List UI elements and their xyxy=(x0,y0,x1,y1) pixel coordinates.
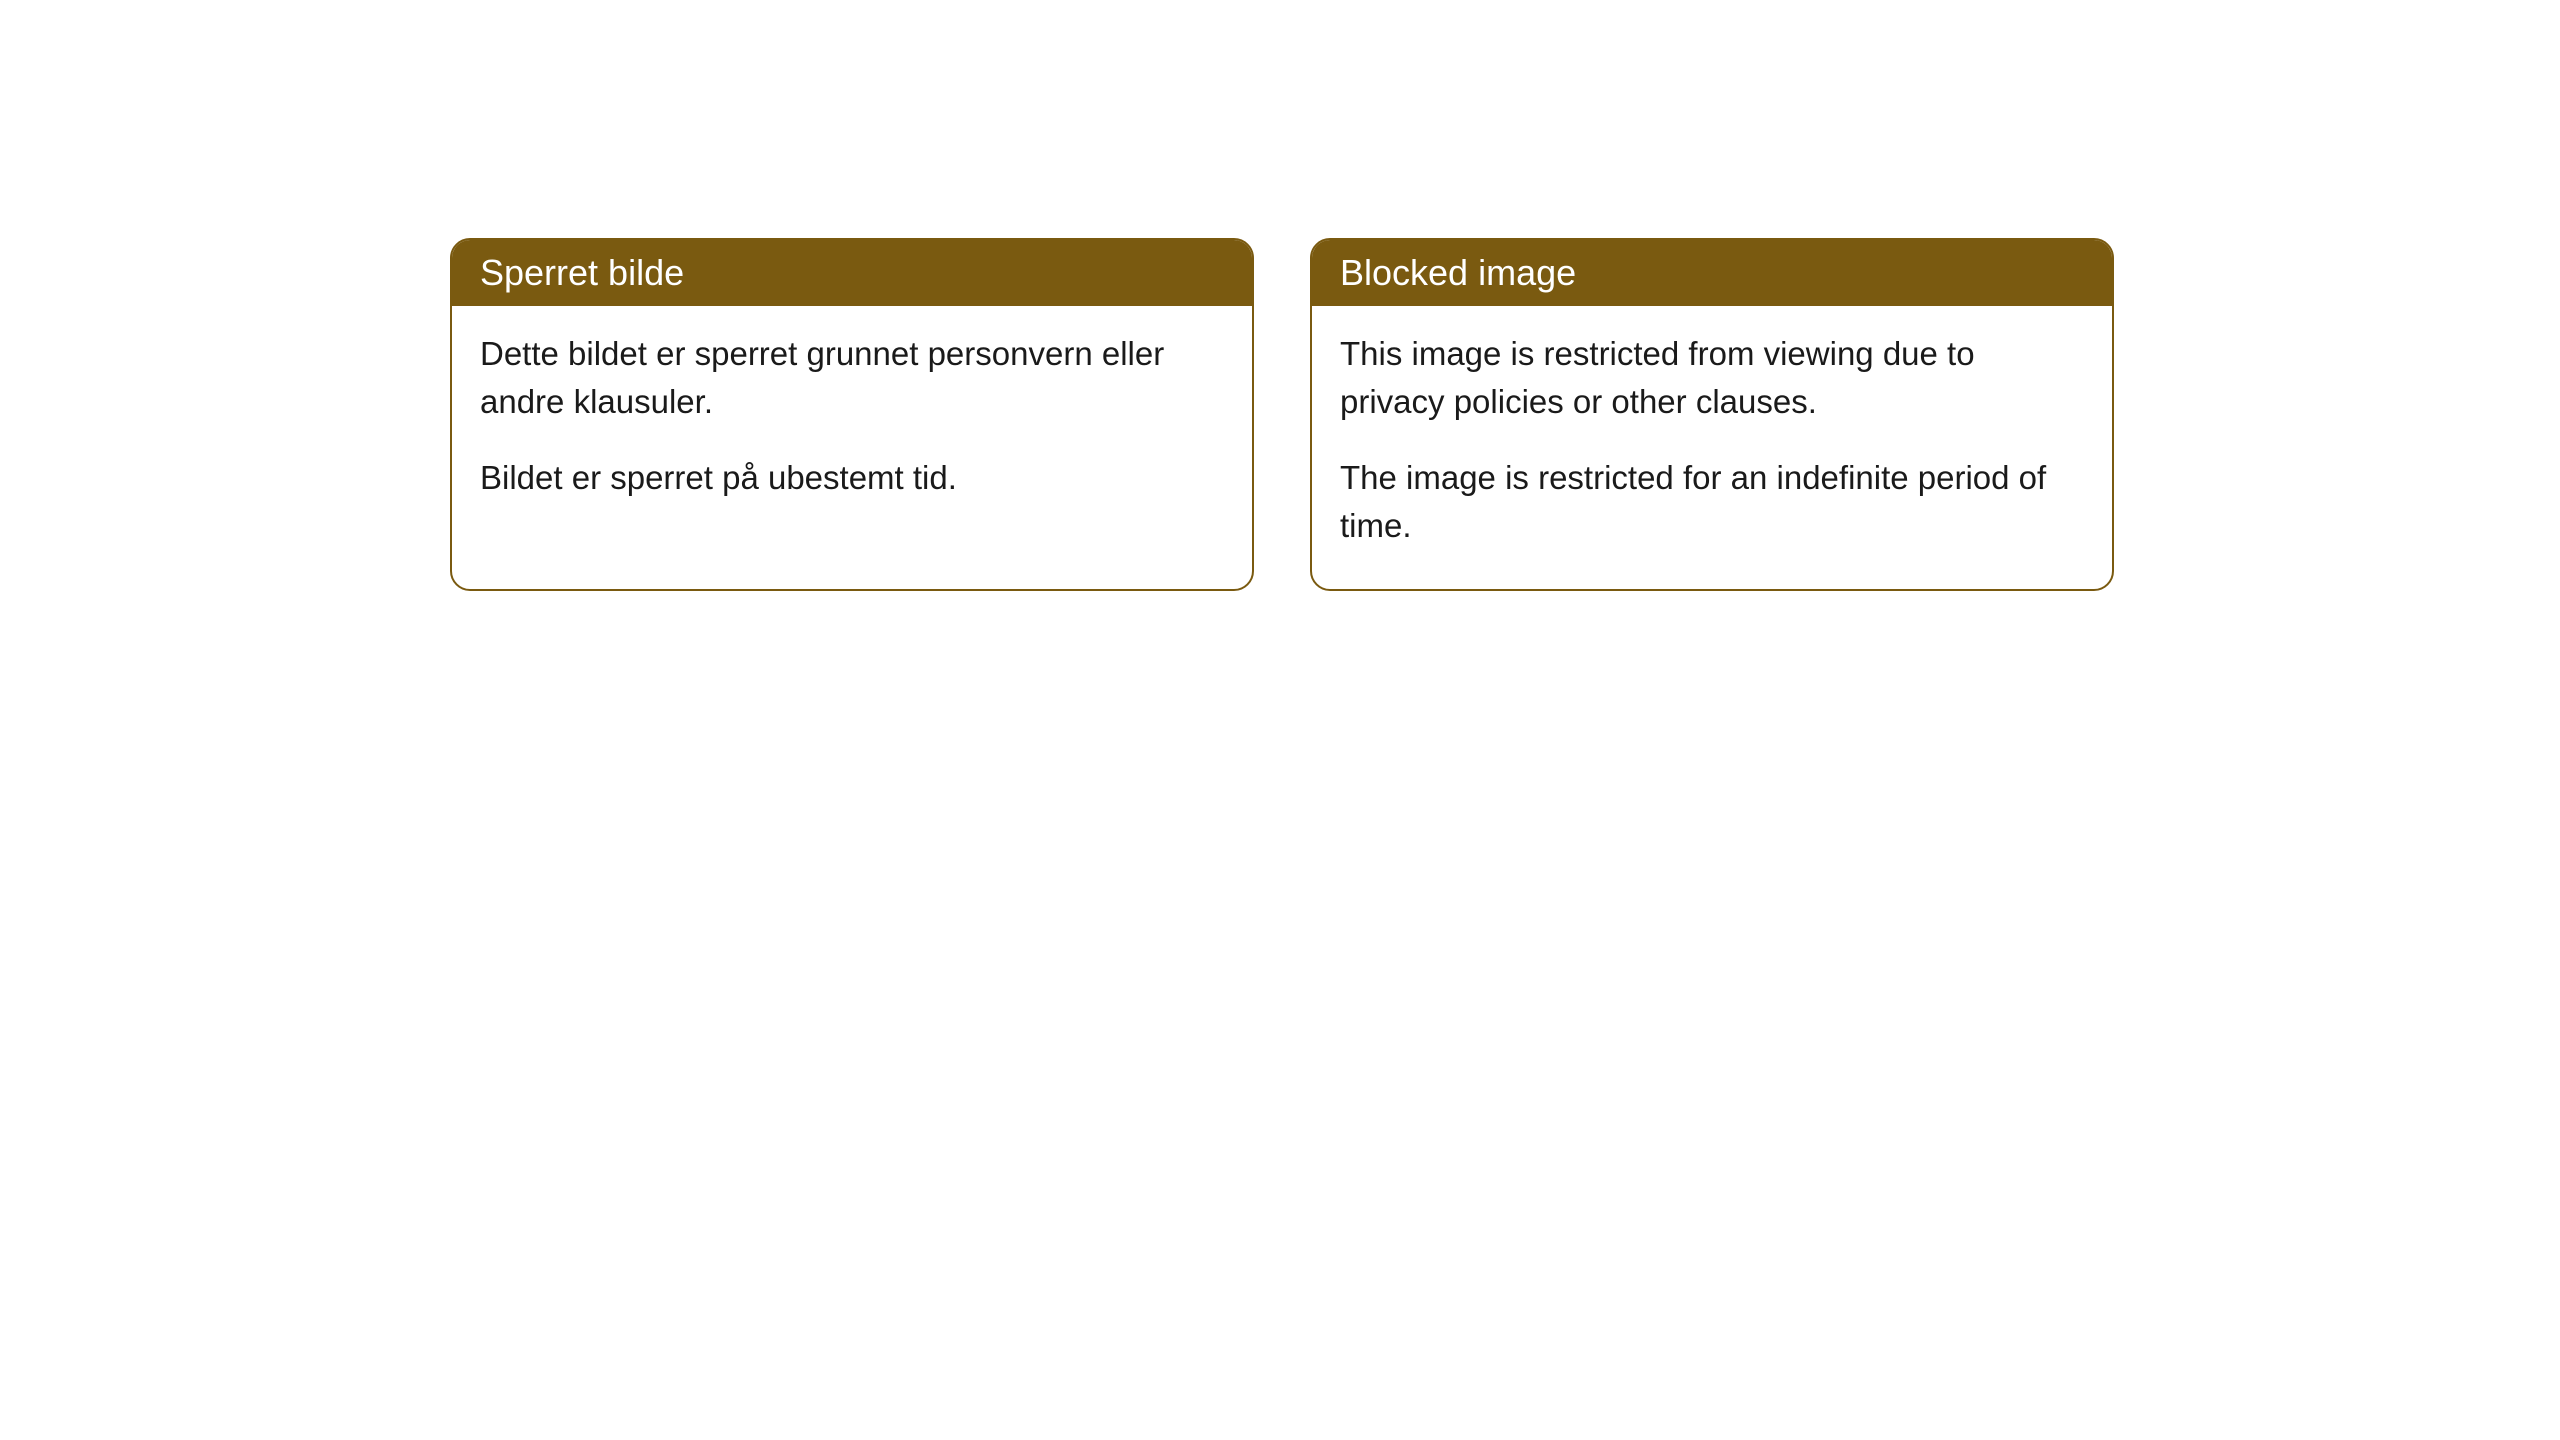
card-body-english: This image is restricted from viewing du… xyxy=(1312,306,2112,589)
card-paragraph: Bildet er sperret på ubestemt tid. xyxy=(480,454,1224,502)
notice-card-english: Blocked image This image is restricted f… xyxy=(1310,238,2114,591)
notice-card-norwegian: Sperret bilde Dette bildet er sperret gr… xyxy=(450,238,1254,591)
card-paragraph: The image is restricted for an indefinit… xyxy=(1340,454,2084,550)
card-header-english: Blocked image xyxy=(1312,240,2112,306)
card-paragraph: This image is restricted from viewing du… xyxy=(1340,330,2084,426)
card-header-norwegian: Sperret bilde xyxy=(452,240,1252,306)
card-body-norwegian: Dette bildet er sperret grunnet personve… xyxy=(452,306,1252,542)
card-paragraph: Dette bildet er sperret grunnet personve… xyxy=(480,330,1224,426)
notice-cards-container: Sperret bilde Dette bildet er sperret gr… xyxy=(450,238,2114,591)
